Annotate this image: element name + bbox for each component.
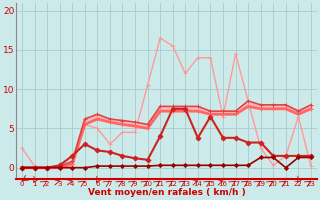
X-axis label: Vent moyen/en rafales ( km/h ): Vent moyen/en rafales ( km/h ) (88, 188, 245, 197)
